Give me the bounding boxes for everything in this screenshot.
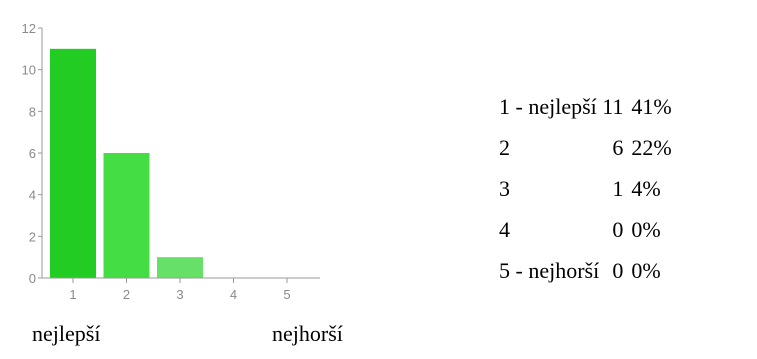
bar — [50, 48, 96, 279]
x-tick-label: 1 — [69, 287, 76, 300]
bar — [103, 153, 150, 278]
summary-percent: 4% — [631, 176, 661, 201]
response-summary-table: 1 - nejlepší 11 41% 2 6 22% 3 1 4% 4 0 0% 5 - nejhor… — [499, 86, 672, 291]
y-tick-label: 10 — [22, 63, 36, 78]
scale-label-best: nejlepší — [32, 321, 101, 346]
x-tick-label: 3 — [176, 287, 183, 300]
summary-percent: 41% — [631, 94, 672, 119]
summary-count: 0 — [612, 258, 624, 283]
y-tick-label: 12 — [22, 21, 36, 36]
summary-row: 3 1 4% — [499, 168, 672, 209]
summary-label: 2 — [499, 135, 510, 160]
summary-row: 5 - nejhorší 0 0% — [499, 250, 672, 291]
summary-label: 1 - nejlepší — [499, 94, 597, 119]
y-tick-label: 4 — [29, 188, 36, 203]
summary-label: 5 - nejhorší — [499, 258, 600, 283]
summary-row: 4 0 0% — [499, 209, 672, 250]
summary-count: 11 — [602, 94, 624, 119]
x-tick-label: 2 — [123, 287, 130, 300]
bar — [157, 257, 203, 278]
summary-count: 6 — [612, 135, 624, 160]
summary-percent: 0% — [631, 217, 661, 242]
y-tick-label: 6 — [29, 146, 36, 161]
summary-count: 1 — [612, 176, 624, 201]
x-tick-label: 4 — [230, 287, 237, 300]
y-tick-label: 2 — [29, 229, 36, 244]
x-tick-label: 5 — [283, 287, 290, 300]
y-tick-label: 8 — [29, 104, 36, 119]
summary-row: 1 - nejlepší 11 41% — [499, 86, 672, 127]
summary-row: 2 6 22% — [499, 127, 672, 168]
summary-percent: 22% — [631, 135, 672, 160]
summary-label: 3 — [499, 176, 510, 201]
summary-label: 4 — [499, 217, 510, 242]
summary-count: 0 — [612, 217, 624, 242]
scale-label-worst: nejhorší — [272, 321, 343, 346]
y-tick-label: 0 — [29, 271, 36, 286]
summary-percent: 0% — [631, 258, 661, 283]
